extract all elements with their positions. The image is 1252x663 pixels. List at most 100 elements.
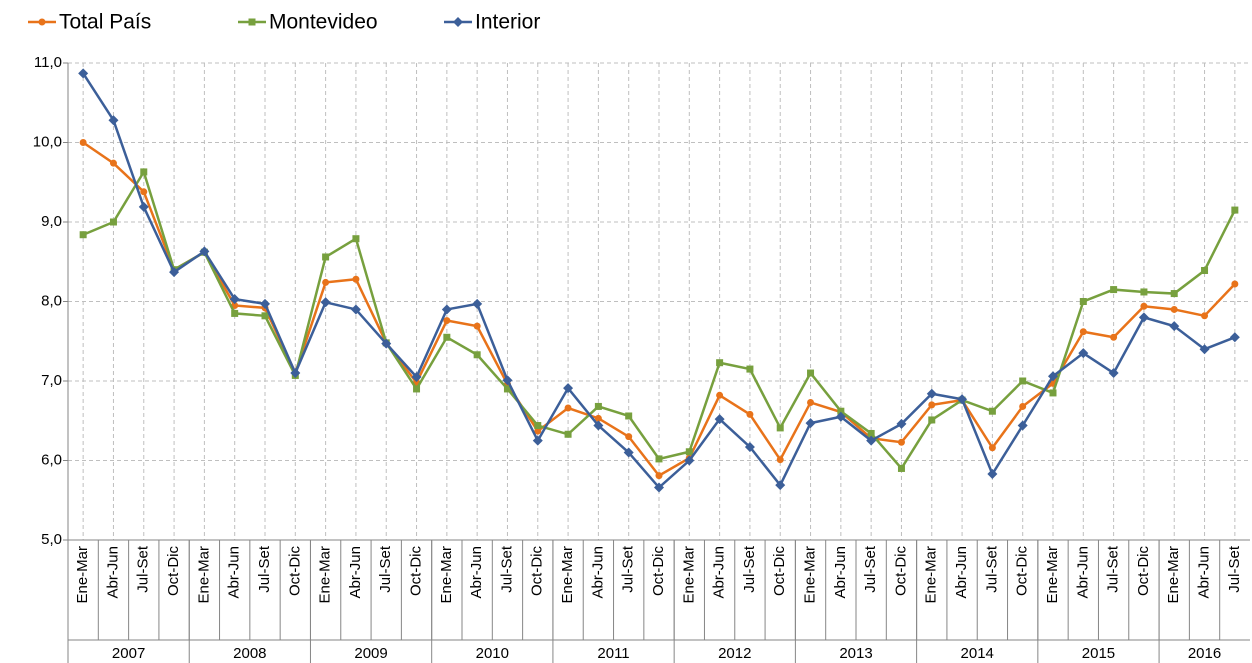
data-point bbox=[987, 469, 998, 480]
x-tick-label: Abr-Jun bbox=[104, 546, 121, 599]
year-label: 2015 bbox=[1082, 645, 1115, 662]
y-tick-label: 10,0 bbox=[33, 133, 62, 150]
data-point bbox=[563, 383, 574, 394]
data-point bbox=[1019, 402, 1027, 410]
data-point bbox=[322, 278, 330, 286]
data-point bbox=[1169, 321, 1180, 332]
data-point bbox=[807, 369, 815, 377]
data-point bbox=[1170, 290, 1178, 298]
data-point bbox=[473, 322, 481, 330]
legend-marker bbox=[38, 18, 46, 26]
data-point bbox=[623, 447, 634, 458]
legend-marker bbox=[248, 18, 256, 26]
legend-label: Interior bbox=[475, 11, 540, 34]
data-point bbox=[928, 401, 936, 409]
x-tick-label: Jul-Set bbox=[1226, 545, 1243, 593]
data-point bbox=[109, 218, 117, 226]
data-point bbox=[352, 235, 360, 243]
year-label: 2011 bbox=[597, 645, 629, 662]
data-point bbox=[1017, 420, 1028, 431]
year-label: 2014 bbox=[961, 645, 994, 662]
data-point bbox=[1110, 333, 1118, 341]
x-tick-label: Ene-Mar bbox=[1165, 546, 1182, 604]
x-tick-label: Jul-Set bbox=[741, 545, 758, 593]
data-point bbox=[1110, 286, 1118, 294]
data-point bbox=[593, 420, 604, 431]
x-tick-label: Oct-Dic bbox=[1135, 546, 1152, 596]
data-point bbox=[1078, 348, 1089, 359]
data-point bbox=[1138, 312, 1149, 323]
data-point bbox=[532, 435, 543, 446]
data-point bbox=[835, 411, 846, 422]
data-point bbox=[534, 427, 542, 435]
x-tick-label: Abr-Jun bbox=[1196, 546, 1213, 599]
data-point bbox=[229, 294, 240, 305]
data-point bbox=[1229, 332, 1240, 343]
data-point bbox=[1170, 305, 1178, 313]
data-point bbox=[109, 159, 117, 167]
data-point bbox=[108, 115, 119, 126]
data-point bbox=[1140, 302, 1148, 310]
data-point bbox=[866, 435, 877, 446]
data-point bbox=[776, 424, 784, 432]
legend-label: Montevideo bbox=[269, 11, 378, 34]
x-tick-label: Oct-Dic bbox=[286, 546, 303, 596]
x-tick-label: Jul-Set bbox=[498, 545, 515, 593]
data-point bbox=[746, 410, 754, 418]
year-label: 2008 bbox=[233, 645, 266, 662]
x-tick-label: Abr-Jun bbox=[226, 546, 243, 599]
y-tick-label: 6,0 bbox=[41, 451, 62, 468]
data-point bbox=[140, 188, 148, 196]
x-tick-label: Oct-Dic bbox=[529, 546, 546, 596]
data-point bbox=[685, 448, 693, 456]
data-point bbox=[1201, 312, 1209, 320]
data-point bbox=[441, 304, 452, 315]
data-point bbox=[867, 429, 875, 437]
y-tick-label: 5,0 bbox=[41, 531, 62, 548]
data-point bbox=[411, 372, 422, 383]
data-point bbox=[897, 438, 905, 446]
data-point bbox=[322, 253, 330, 261]
x-tick-label: Jul-Set bbox=[135, 545, 152, 593]
x-tick-label: Abr-Jun bbox=[589, 546, 606, 599]
x-tick-label: Jul-Set bbox=[1105, 545, 1122, 593]
data-point bbox=[352, 275, 360, 283]
x-tick-label: Jul-Set bbox=[983, 545, 1000, 593]
data-point bbox=[625, 433, 633, 441]
data-point bbox=[1079, 328, 1087, 336]
data-point bbox=[655, 472, 663, 480]
data-point bbox=[837, 407, 845, 415]
data-point bbox=[625, 412, 633, 420]
legend-marker bbox=[453, 17, 463, 27]
x-tick-label: Jul-Set bbox=[256, 545, 273, 593]
data-point bbox=[1231, 206, 1239, 214]
x-tick-label: Abr-Jun bbox=[832, 546, 849, 599]
data-point bbox=[1201, 266, 1209, 274]
data-point bbox=[350, 304, 361, 315]
x-tick-label: Abr-Jun bbox=[1074, 546, 1091, 599]
y-tick-label: 11,0 bbox=[34, 54, 62, 71]
data-point bbox=[716, 359, 724, 367]
x-tick-label: Ene-Mar bbox=[438, 546, 455, 604]
x-tick-label: Ene-Mar bbox=[74, 546, 91, 604]
x-tick-label: Abr-Jun bbox=[347, 546, 364, 599]
data-point bbox=[140, 168, 148, 176]
data-point bbox=[169, 267, 180, 278]
x-tick-label: Abr-Jun bbox=[468, 546, 485, 599]
legend-label: Total País bbox=[59, 11, 151, 34]
data-point bbox=[654, 482, 664, 493]
data-point bbox=[1019, 377, 1027, 385]
x-tick-label: Abr-Jun bbox=[953, 546, 970, 599]
data-point bbox=[1199, 344, 1210, 355]
year-label: 2013 bbox=[839, 645, 872, 662]
year-label: 2009 bbox=[354, 645, 387, 662]
data-point bbox=[260, 298, 270, 309]
data-point bbox=[381, 338, 392, 349]
data-point bbox=[290, 368, 301, 379]
year-label: 2010 bbox=[476, 645, 509, 662]
data-point bbox=[138, 201, 149, 212]
data-point bbox=[776, 456, 784, 464]
data-point bbox=[1108, 368, 1119, 379]
y-tick-label: 8,0 bbox=[41, 292, 62, 309]
